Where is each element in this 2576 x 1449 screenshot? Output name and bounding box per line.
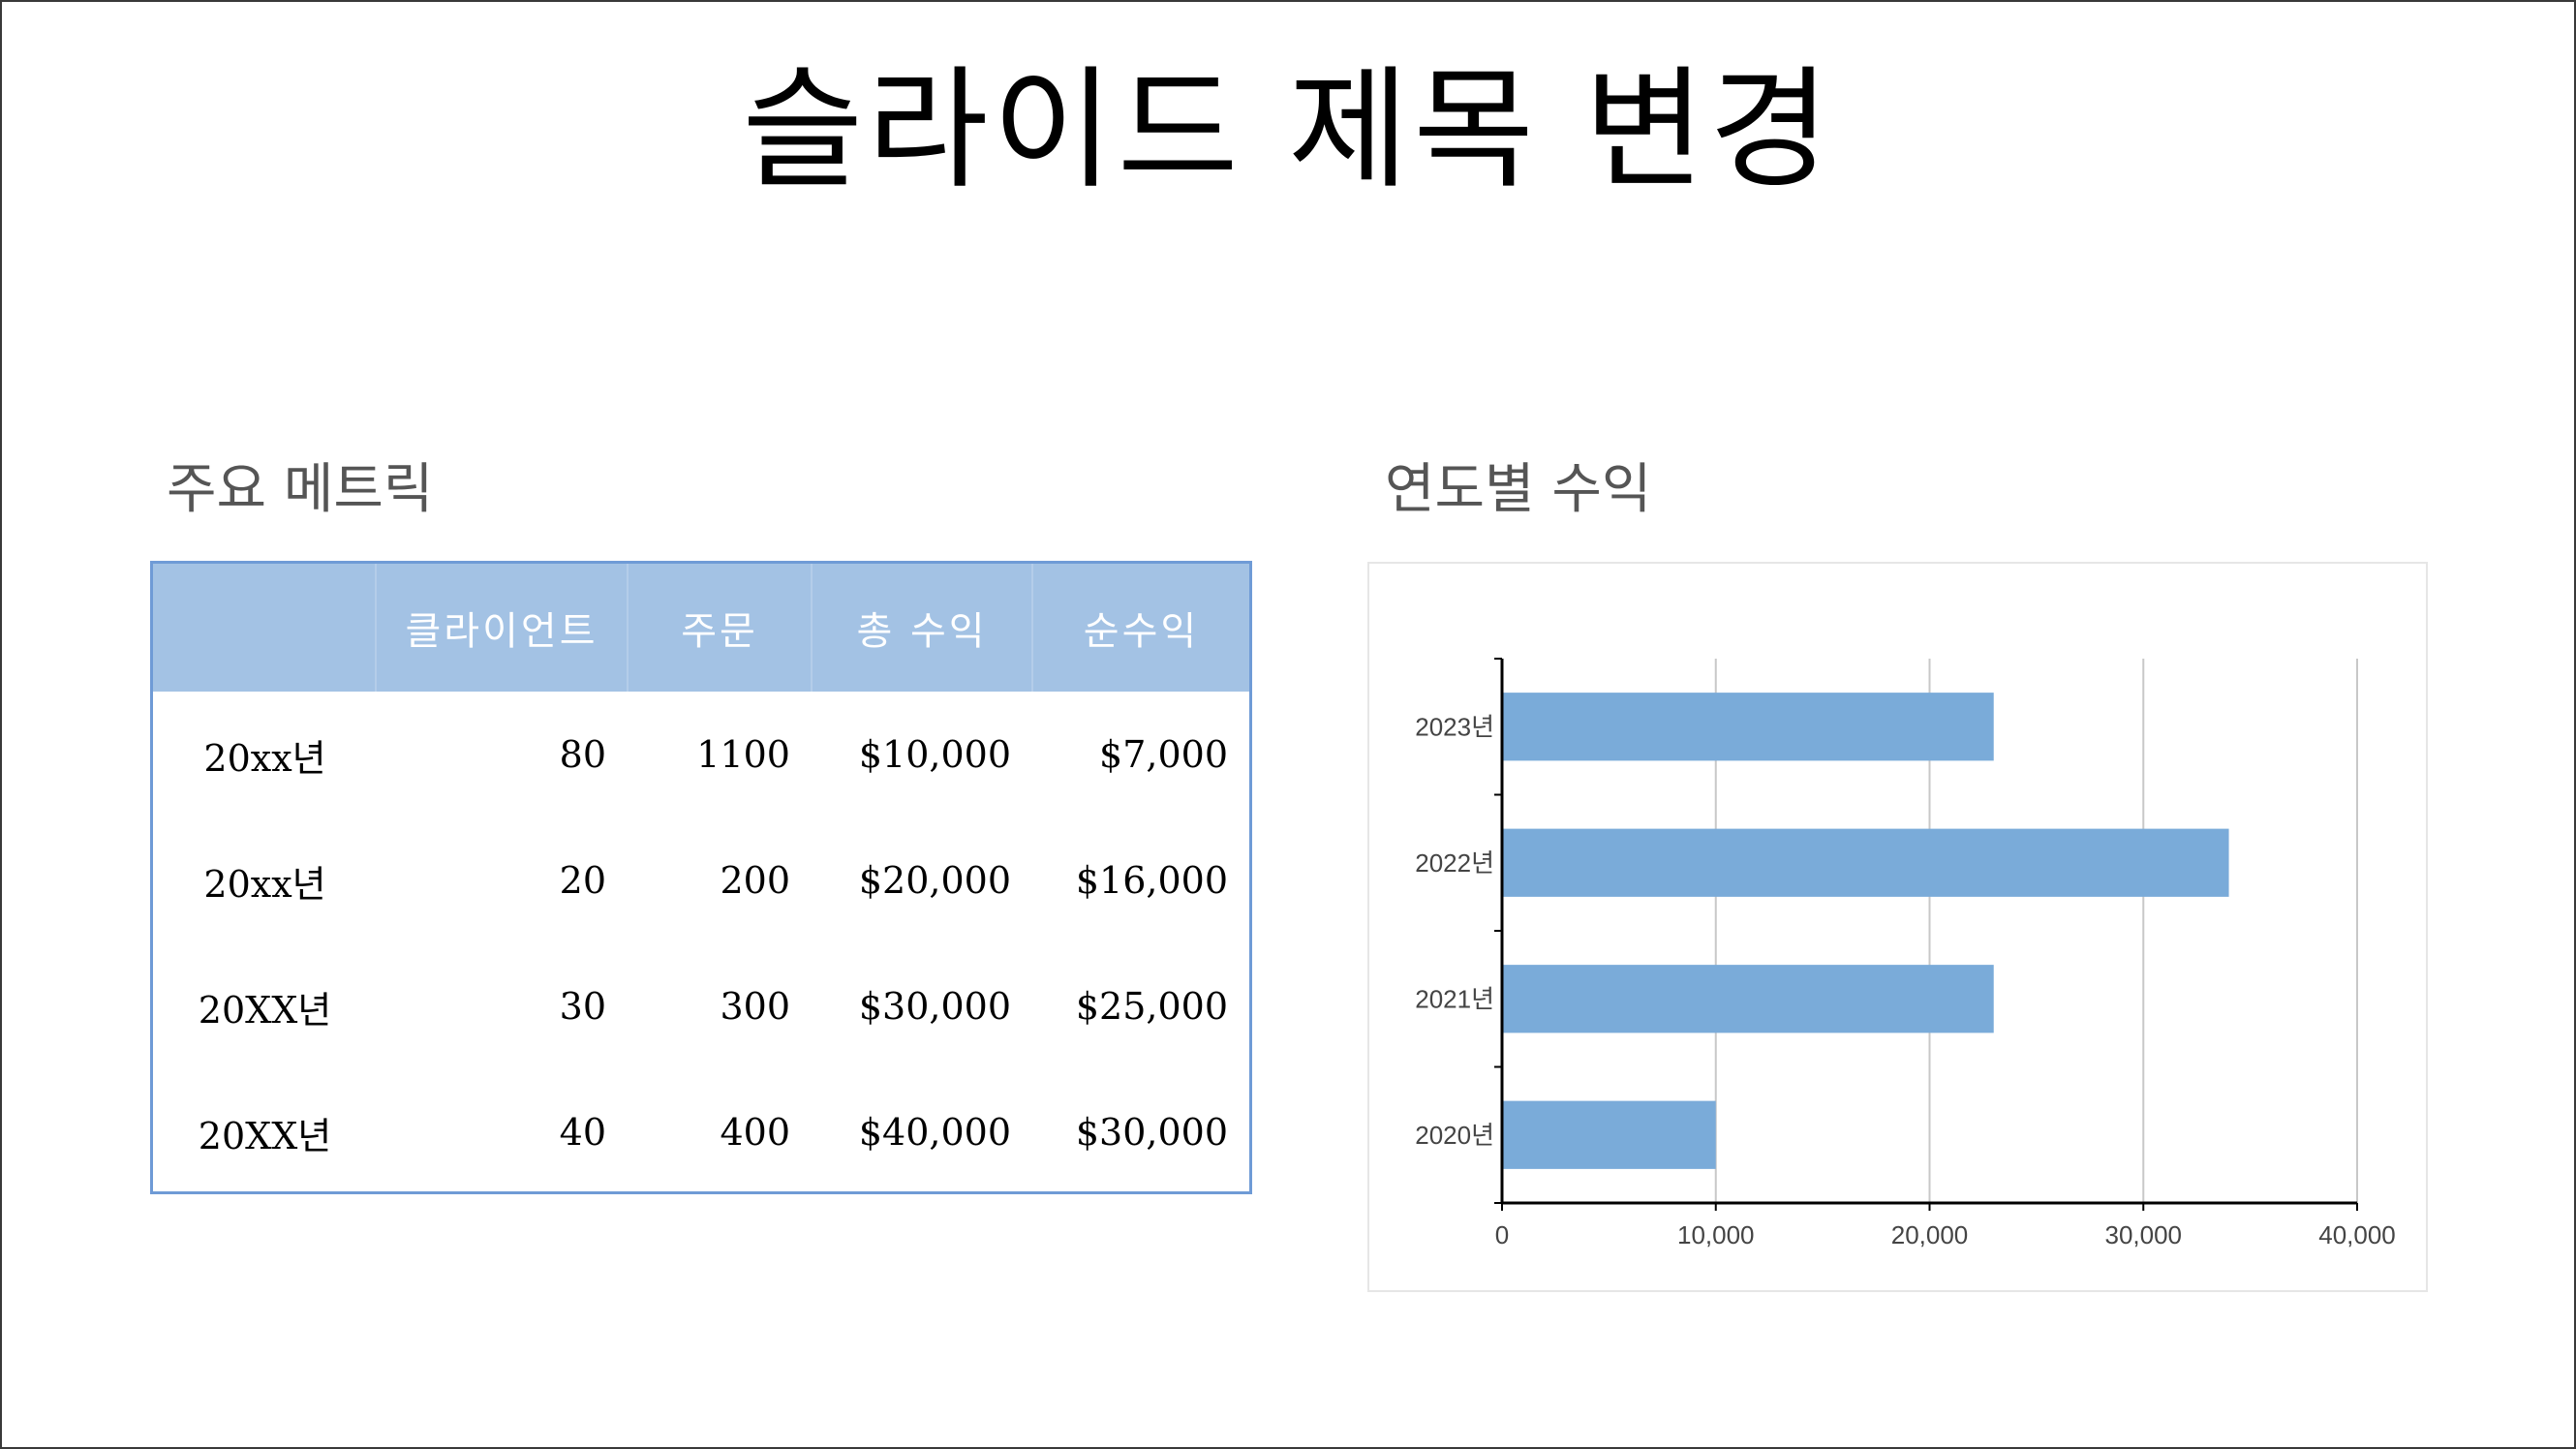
bar-2020년 xyxy=(1502,1100,1716,1169)
table-row: 20xx년 20 200 $20,000 $16,000 xyxy=(153,817,1249,943)
bar-2022년 xyxy=(1502,828,2229,897)
table-cell-year[interactable]: 20xx년 xyxy=(203,736,326,780)
x-tick-label: 10,000 xyxy=(1677,1220,1755,1249)
table-cell-total-revenue[interactable]: $10,000 xyxy=(858,733,1011,776)
header-cell-clients[interactable]: 클라이언트 xyxy=(376,564,629,692)
table-cell-clients[interactable]: 30 xyxy=(559,985,606,1028)
table-cell-total-revenue[interactable]: $30,000 xyxy=(858,985,1011,1028)
table-cell-net-revenue[interactable]: $7,000 xyxy=(1099,733,1228,776)
table-row: 20xx년 80 1100 $10,000 $7,000 xyxy=(153,692,1249,817)
bar-2023년 xyxy=(1502,693,1994,761)
x-tick-label: 20,000 xyxy=(1891,1220,1969,1249)
header-cell-orders[interactable]: 주문 xyxy=(628,564,813,692)
y-tick-label: 2021년 xyxy=(1415,984,1494,1013)
revenue-heading[interactable]: 연도별 수익 xyxy=(1385,458,1652,521)
revenue-chart-svg: 0 10,000 20,000 30,000 40,000 2023년 2022년 2021년… xyxy=(1415,658,2396,1249)
table-row: 20XX년 40 400 $40,000 $30,000 xyxy=(153,1069,1249,1195)
table-cell-net-revenue[interactable]: $16,000 xyxy=(1075,859,1228,902)
table-cell-total-revenue[interactable]: $40,000 xyxy=(858,1111,1011,1154)
table-cell-orders[interactable]: 300 xyxy=(720,985,790,1028)
table-cell-clients[interactable]: 20 xyxy=(559,859,606,902)
chart-bars xyxy=(1502,693,2229,1169)
x-tick-label: 0 xyxy=(1495,1220,1509,1249)
table-cell-year[interactable]: 20XX년 xyxy=(198,988,332,1032)
chart-labels: 0 10,000 20,000 30,000 40,000 2023년 2022년 2021년… xyxy=(1415,712,2396,1249)
metrics-heading[interactable]: 주요 메트릭 xyxy=(167,458,434,521)
y-tick-label: 2022년 xyxy=(1415,848,1494,878)
y-tick-label: 2020년 xyxy=(1415,1121,1494,1150)
chart-axes xyxy=(1494,658,2358,1211)
header-cell-total-revenue[interactable]: 총 수익 xyxy=(812,564,1033,692)
x-tick-label: 40,000 xyxy=(2318,1220,2396,1249)
table-cell-orders[interactable]: 200 xyxy=(720,859,790,902)
table-cell-orders[interactable]: 400 xyxy=(720,1111,790,1154)
slide-title[interactable]: 슬라이드 제목 변경 xyxy=(742,54,1834,207)
table-header-row: 클라이언트 주문 총 수익 순수익 xyxy=(153,564,1249,692)
metrics-table-grid: 클라이언트 주문 총 수익 순수익 20xx년 80 1100 $10,000 … xyxy=(153,564,1249,1195)
table-cell-total-revenue[interactable]: $20,000 xyxy=(858,859,1011,902)
table-cell-year[interactable]: 20xx년 xyxy=(203,862,326,906)
table-cell-clients[interactable]: 80 xyxy=(559,733,606,776)
x-tick-label: 30,000 xyxy=(2104,1220,2182,1249)
table-row: 20XX년 30 300 $30,000 $25,000 xyxy=(153,943,1249,1069)
table-cell-orders[interactable]: 1100 xyxy=(696,733,790,776)
revenue-chart[interactable]: 0 10,000 20,000 30,000 40,000 2023년 2022년 2021년… xyxy=(1367,562,2428,1292)
table-cell-clients[interactable]: 40 xyxy=(559,1111,606,1154)
table-cell-net-revenue[interactable]: $30,000 xyxy=(1075,1111,1228,1154)
y-tick-label: 2023년 xyxy=(1415,712,1494,741)
bar-2021년 xyxy=(1502,965,1994,1033)
header-cell-net-revenue[interactable]: 순수익 xyxy=(1083,609,1200,654)
table-cell-year[interactable]: 20XX년 xyxy=(198,1114,332,1157)
metrics-table[interactable]: 클라이언트 주문 총 수익 순수익 20xx년 80 1100 $10,000 … xyxy=(150,561,1252,1194)
header-cell-empty[interactable] xyxy=(153,564,377,692)
table-cell-net-revenue[interactable]: $25,000 xyxy=(1075,985,1228,1028)
